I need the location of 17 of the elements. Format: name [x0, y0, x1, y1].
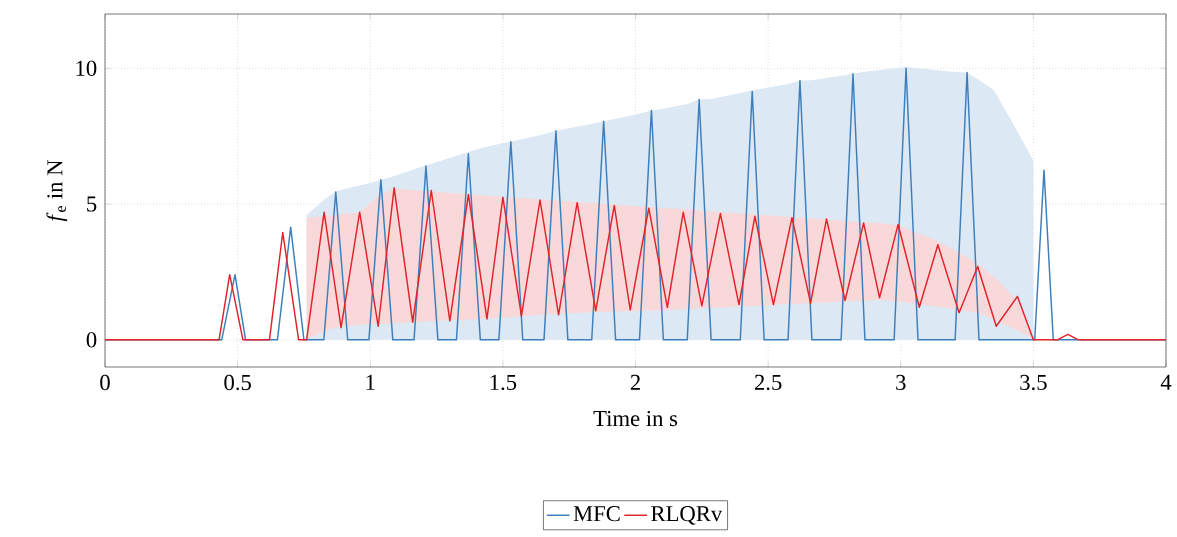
x-tick-label: 0 [100, 374, 110, 391]
x-tick-label: 3 [896, 374, 906, 391]
x-tick-label: 1 [366, 374, 375, 390]
x-tick-label: 3.5 [1020, 374, 1047, 391]
line-series [105, 187, 1166, 341]
y-axis-title: f$_{e}$ in N [46, 160, 68, 222]
x-tick-label: 4 [1160, 374, 1172, 390]
x-tick-label: 2 [630, 374, 640, 390]
x-axis-title: Time in s [593, 410, 678, 427]
y-tick-label: 5 [87, 196, 97, 212]
y-tick-label: 0 [86, 332, 97, 348]
x-tick-label: 0.5 [224, 374, 251, 391]
legend-label: MFC [573, 506, 620, 522]
x-tick-label: 1.5 [490, 374, 517, 391]
y-tick-label: 10 [76, 60, 97, 76]
x-tick-label: 2.5 [754, 374, 782, 391]
legend-label: RLQRv [651, 506, 723, 525]
